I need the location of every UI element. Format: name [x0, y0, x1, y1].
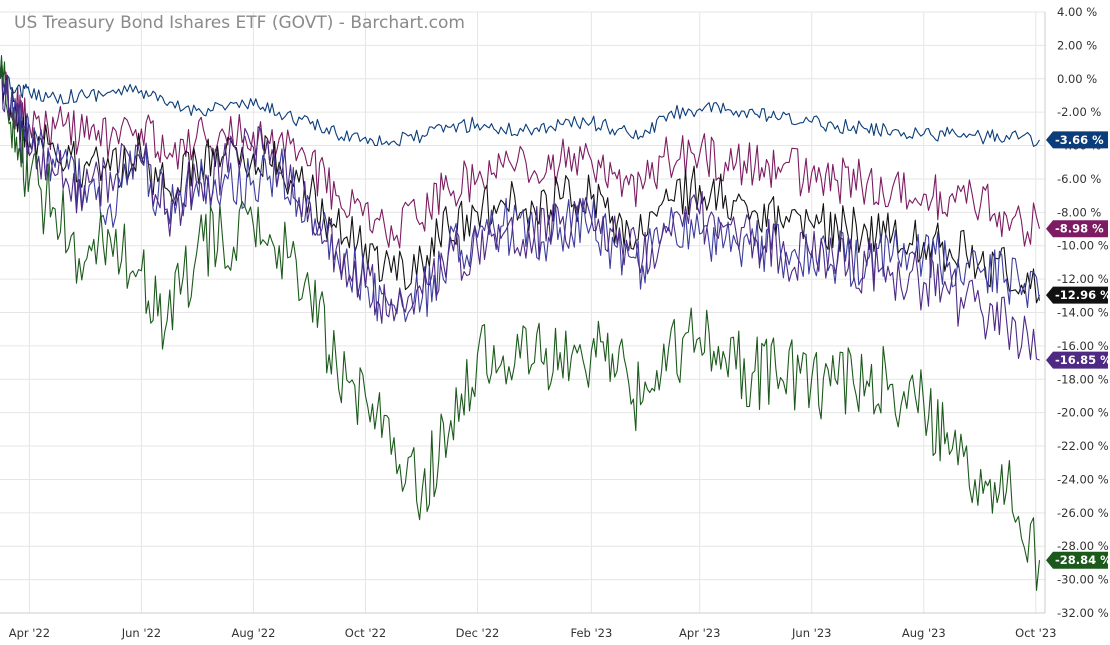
chart-title: US Treasury Bond Ishares ETF (GOVT) - Ba… [14, 13, 465, 33]
y-tick-label: -26.00 % [1057, 506, 1109, 520]
y-tick-label: -28.00 % [1057, 539, 1109, 553]
series-line [0, 63, 1041, 304]
last-value-tag: -16.85 % [1046, 351, 1110, 369]
last-value-tag-label: -12.96 % [1055, 288, 1110, 302]
x-axis: Apr '22 Jun '22 Aug '22 Oct '22 Dec '22 Feb '… [0, 612, 1056, 640]
y-tick-label: -8.00 % [1057, 205, 1101, 219]
series-line [0, 61, 1041, 249]
last-value-tag-bg [1046, 220, 1108, 238]
y-tick-label: -20.00 % [1057, 406, 1109, 420]
last-value-tag-label: -3.66 % [1055, 133, 1104, 147]
x-tick-label: Jun '23 [791, 626, 831, 640]
last-value-tag-label: -16.85 % [1055, 353, 1110, 367]
series-lines [0, 55, 1041, 591]
last-value-tag: -8.98 % [1046, 220, 1108, 238]
y-tick-label: -30.00 % [1057, 573, 1109, 587]
last-value-tag-label: -28.84 % [1055, 553, 1110, 567]
x-tick-label: Oct '23 [1015, 626, 1056, 640]
y-axis: 4.00 %2.00 %0.00 %-2.00 %-4.00 %-6.00 %-… [1044, 5, 1109, 620]
last-value-tag-bg [1046, 131, 1108, 149]
last-value-tag-bg [1046, 286, 1108, 304]
x-tick-label: Oct '22 [345, 626, 386, 640]
y-tick-label: -32.00 % [1057, 606, 1109, 620]
last-value-tags: -3.66 % -8.98 % -12.96 % -16.85 % -28.84 % [1046, 131, 1110, 569]
x-tick-label: Aug '22 [231, 626, 275, 640]
series-line [0, 59, 1041, 323]
y-tick-label: -22.00 % [1057, 439, 1109, 453]
last-value-tag-bg [1046, 551, 1108, 569]
x-tick-label: Feb '23 [570, 626, 612, 640]
y-tick-label: 4.00 % [1057, 5, 1097, 19]
y-tick-label: 2.00 % [1057, 38, 1097, 52]
x-tick-label: Apr '22 [9, 626, 50, 640]
y-tick-label: 0.00 % [1057, 72, 1097, 86]
y-tick-label: -24.00 % [1057, 472, 1109, 486]
last-value-tag: -3.66 % [1046, 131, 1108, 149]
series-line [0, 61, 1040, 361]
grid-lines [0, 11, 1045, 614]
y-tick-label: -2.00 % [1057, 105, 1101, 119]
y-tick-label: -6.00 % [1057, 172, 1101, 186]
y-tick-label: -12.00 % [1057, 272, 1109, 286]
last-value-tag-label: -8.98 % [1055, 222, 1104, 236]
last-value-tag: -28.84 % [1046, 551, 1110, 569]
x-tick-label: Apr '23 [679, 626, 720, 640]
series-line [0, 73, 1040, 147]
y-tick-label: -14.00 % [1057, 306, 1109, 320]
y-tick-label: -16.00 % [1057, 339, 1109, 353]
x-tick-label: Aug '23 [902, 626, 946, 640]
x-tick-label: Dec '22 [456, 626, 500, 640]
y-tick-label: -10.00 % [1057, 239, 1109, 253]
last-value-tag-bg [1046, 351, 1108, 369]
y-tick-label: -18.00 % [1057, 372, 1109, 386]
series-line [0, 55, 1041, 591]
x-tick-label: Jun '22 [121, 626, 161, 640]
last-value-tag: -12.96 % [1046, 286, 1110, 304]
